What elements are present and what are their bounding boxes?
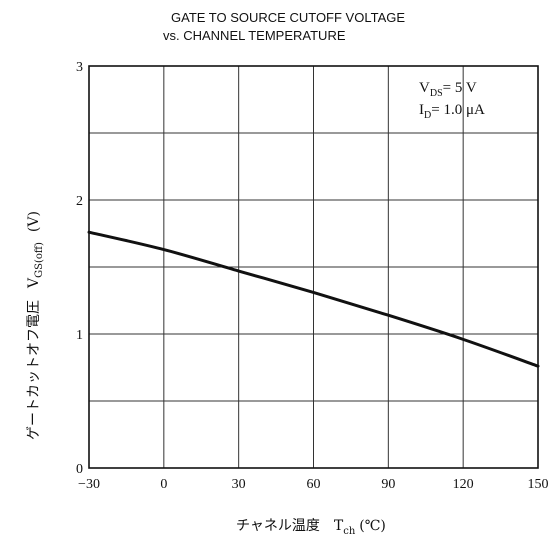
chart-title: GATE TO SOURCE CUTOFF VOLTAGE vs. CHANNE… — [163, 10, 405, 43]
x-axis-label: チャネル温度 Tch (℃) — [236, 518, 386, 537]
chart-title-line1: GATE TO SOURCE CUTOFF VOLTAGE — [171, 10, 405, 25]
annotation-id: ID= 1.0 μA — [419, 102, 485, 121]
x-tick-label: 0 — [160, 477, 167, 492]
y-axis-label-text: ゲートカットオフ電圧VGS(off)(V) — [26, 211, 45, 440]
annotation-vds: VDS= 5 V — [419, 80, 477, 99]
annotation-box: VDS= 5 V ID= 1.0 μA — [419, 80, 485, 121]
x-tick-label: 90 — [381, 477, 395, 492]
series-line — [87, 230, 540, 368]
x-tick-label: 30 — [232, 477, 246, 492]
y-tick-label: 1 — [76, 328, 83, 343]
grid — [89, 66, 538, 468]
y-tick-label: 3 — [76, 60, 83, 75]
chart-title-line2: vs. CHANNEL TEMPERATURE — [163, 28, 346, 43]
x-axis-label-text: チャネル温度 Tch (℃) — [236, 518, 386, 537]
x-tick-label: 120 — [453, 477, 474, 492]
x-tick-label: −30 — [78, 477, 100, 492]
y-tick-label: 2 — [76, 194, 83, 209]
plot-frame — [88, 65, 539, 469]
y-axis-label: ゲートカットオフ電圧VGS(off)(V) — [26, 211, 45, 440]
x-tick-label: 150 — [528, 477, 549, 492]
y-tick-label: 0 — [76, 462, 83, 477]
x-tick-label: 60 — [307, 477, 321, 492]
